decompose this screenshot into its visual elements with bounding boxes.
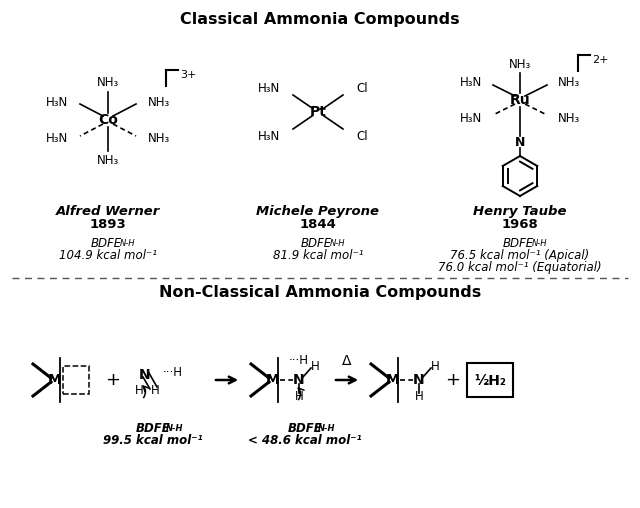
Text: Classical Ammonia Compounds: Classical Ammonia Compounds	[180, 12, 460, 27]
Text: ½H₂: ½H₂	[474, 374, 506, 388]
Text: 2+: 2+	[592, 55, 609, 65]
Text: NH₃: NH₃	[558, 111, 580, 124]
Text: H: H	[150, 385, 159, 397]
Text: H: H	[294, 390, 303, 402]
Text: NH₃: NH₃	[97, 153, 119, 167]
Text: Non-Classical Ammonia Compounds: Non-Classical Ammonia Compounds	[159, 285, 481, 300]
Text: ···H: ···H	[289, 354, 309, 366]
Text: Co: Co	[98, 113, 118, 127]
Text: H: H	[415, 390, 424, 402]
Text: NH₃: NH₃	[148, 132, 170, 144]
FancyBboxPatch shape	[467, 363, 513, 397]
Text: N: N	[139, 368, 151, 382]
Text: H₃N: H₃N	[45, 96, 68, 109]
Text: NH₃: NH₃	[148, 96, 170, 109]
Text: 104.9 kcal mol⁻¹: 104.9 kcal mol⁻¹	[59, 249, 157, 262]
Text: Pt: Pt	[310, 105, 326, 119]
Text: 3+: 3+	[180, 70, 196, 80]
Text: BDFE: BDFE	[136, 422, 170, 435]
Text: BDFE: BDFE	[502, 237, 534, 250]
Text: 1844: 1844	[300, 218, 337, 231]
Text: +: +	[106, 371, 120, 389]
Text: H₃N: H₃N	[258, 130, 280, 143]
Text: H: H	[310, 360, 319, 372]
Text: N: N	[293, 373, 305, 387]
Text: N-H: N-H	[120, 239, 136, 248]
Text: 1893: 1893	[90, 218, 126, 231]
Text: H: H	[134, 385, 143, 397]
Text: Michele Peyrone: Michele Peyrone	[257, 205, 380, 218]
Text: H₃N: H₃N	[258, 81, 280, 94]
Text: N: N	[515, 136, 525, 148]
Text: BDFE: BDFE	[287, 422, 323, 435]
Text: +: +	[445, 371, 461, 389]
Text: < 48.6 kcal mol⁻¹: < 48.6 kcal mol⁻¹	[248, 434, 362, 447]
Text: 81.9 kcal mol⁻¹: 81.9 kcal mol⁻¹	[273, 249, 364, 262]
Text: H₃N: H₃N	[460, 76, 482, 88]
Text: N-H: N-H	[318, 424, 335, 433]
Text: N-H: N-H	[532, 239, 547, 248]
Text: NH₃: NH₃	[97, 76, 119, 88]
Text: Ru: Ru	[509, 93, 531, 107]
Text: ···H: ···H	[163, 366, 183, 379]
Text: 1968: 1968	[502, 218, 538, 231]
FancyBboxPatch shape	[63, 366, 89, 394]
Text: 99.5 kcal mol⁻¹: 99.5 kcal mol⁻¹	[103, 434, 203, 447]
Text: M: M	[48, 373, 62, 387]
Text: Henry Taube: Henry Taube	[473, 205, 567, 218]
Text: M: M	[266, 373, 280, 387]
Text: NH₃: NH₃	[558, 76, 580, 88]
Text: N-H: N-H	[330, 239, 346, 248]
Text: H: H	[431, 360, 440, 372]
Text: M: M	[386, 373, 400, 387]
Text: H₃N: H₃N	[45, 132, 68, 144]
Text: NH₃: NH₃	[509, 57, 531, 71]
Text: Alfred Werner: Alfred Werner	[56, 205, 160, 218]
Text: Δ: Δ	[342, 354, 352, 368]
Text: H₃N: H₃N	[460, 111, 482, 124]
Text: N: N	[413, 373, 425, 387]
Text: N-H: N-H	[166, 424, 184, 433]
Text: Cl: Cl	[356, 130, 367, 143]
Text: 76.5 kcal mol⁻¹ (Apical): 76.5 kcal mol⁻¹ (Apical)	[451, 249, 589, 262]
Text: BDFE: BDFE	[300, 237, 332, 250]
Text: Cl: Cl	[356, 81, 367, 94]
Text: 76.0 kcal mol⁻¹ (Equatorial): 76.0 kcal mol⁻¹ (Equatorial)	[438, 261, 602, 274]
Text: BDFE: BDFE	[90, 237, 122, 250]
